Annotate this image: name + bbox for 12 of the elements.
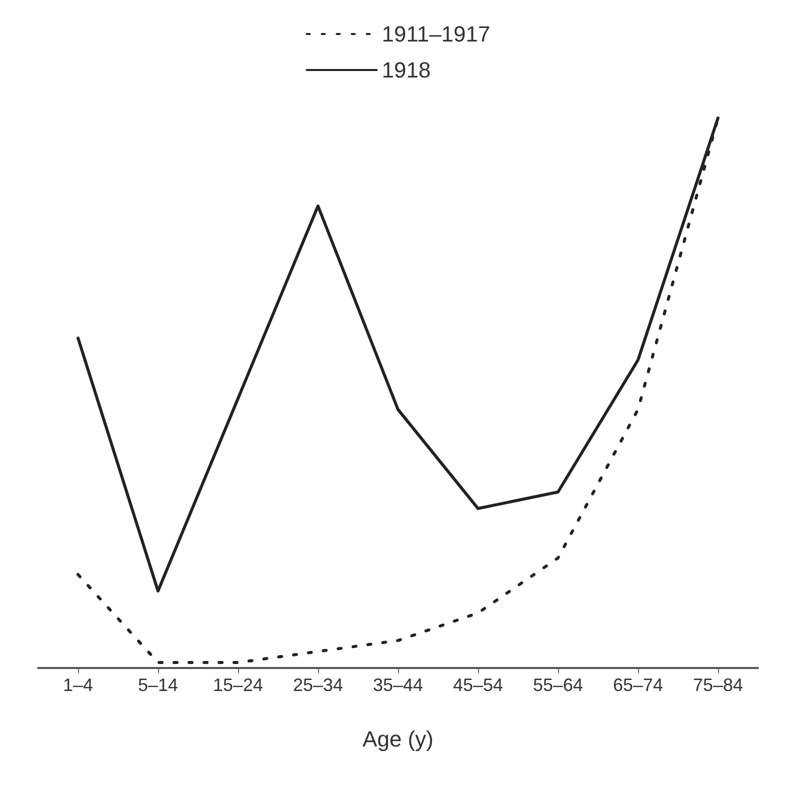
x-tick-label: 25–34 [292,675,344,695]
legend-label: 1918 [382,58,431,82]
x-tick-label: 65–74 [612,675,664,695]
legend-label: 1911–1917 [382,22,490,46]
x-tick-label: 1–4 [62,675,94,695]
x-tick-label: 75–84 [692,675,744,695]
x-tick-label: 15–24 [212,675,264,695]
x-tick-label: 35–44 [372,675,424,695]
x-tick-label: 45–54 [452,675,504,695]
x-axis-title: Age (y) [362,726,434,752]
x-tick-label: 55–64 [532,675,584,695]
x-tick-label: 5–14 [138,675,178,695]
